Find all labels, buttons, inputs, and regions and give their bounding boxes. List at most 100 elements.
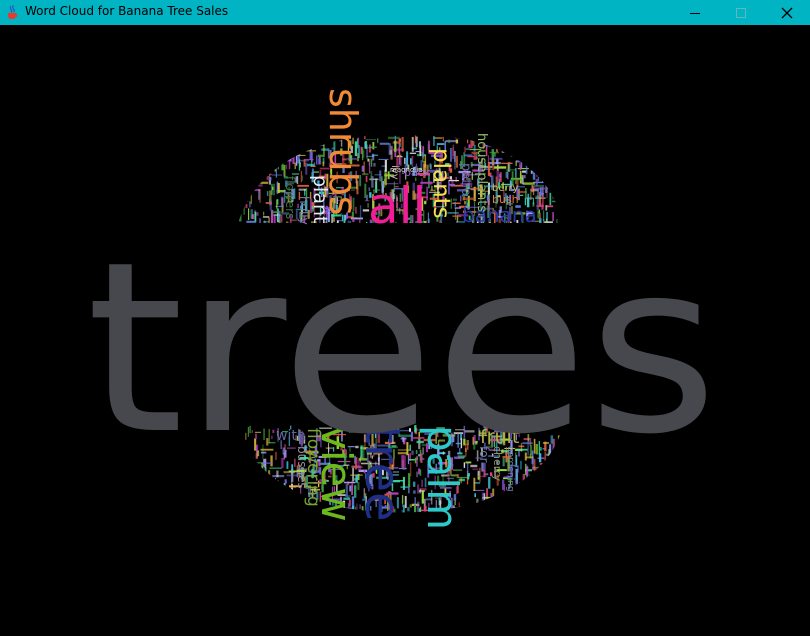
tiny-word-mark xyxy=(388,500,391,510)
tiny-word-mark xyxy=(380,507,388,509)
tiny-word-mark xyxy=(539,212,541,219)
tiny-word-mark xyxy=(491,433,493,442)
tiny-word-mark xyxy=(517,191,527,194)
tiny-word-mark xyxy=(504,213,506,223)
tiny-word-mark xyxy=(398,139,400,149)
tiny-word-mark xyxy=(473,153,476,160)
tiny-word-mark xyxy=(378,158,389,160)
tiny-word-mark xyxy=(533,197,534,205)
tiny-word-mark xyxy=(481,447,483,456)
tiny-word-mark xyxy=(434,475,436,489)
tiny-word-mark xyxy=(270,211,278,213)
tiny-word-mark xyxy=(532,468,540,470)
tiny-word-mark xyxy=(296,469,299,478)
tiny-word-mark xyxy=(269,177,272,181)
tiny-word-mark xyxy=(343,214,346,223)
tiny-word-mark xyxy=(467,183,470,190)
tiny-word-mark xyxy=(496,441,498,454)
tiny-word-mark xyxy=(357,473,360,480)
tiny-word-mark xyxy=(539,187,542,197)
tiny-word-mark xyxy=(523,473,525,482)
tiny-word-mark xyxy=(437,444,440,458)
tiny-word-mark xyxy=(506,141,508,146)
tiny-word-mark xyxy=(457,455,466,458)
tiny-word-mark xyxy=(343,191,346,199)
tiny-word-mark xyxy=(287,447,296,449)
tiny-word-mark xyxy=(511,178,523,181)
tiny-word-mark xyxy=(412,190,415,200)
word-berry: berry xyxy=(492,183,519,194)
tiny-word-mark xyxy=(388,446,398,449)
tiny-word-mark xyxy=(285,139,288,154)
tiny-word-mark xyxy=(306,475,308,489)
tiny-word-mark xyxy=(277,183,280,193)
tiny-word-mark xyxy=(365,496,367,509)
close-button[interactable] xyxy=(764,0,810,25)
tiny-word-mark xyxy=(393,148,404,151)
tiny-word-mark xyxy=(390,189,392,200)
tiny-word-mark xyxy=(421,457,425,460)
tiny-word-mark xyxy=(483,469,486,478)
word-view: view xyxy=(312,425,361,522)
tiny-word-mark xyxy=(538,191,541,207)
tiny-word-mark xyxy=(262,216,270,218)
tiny-word-mark xyxy=(262,144,265,148)
tiny-word-mark xyxy=(297,203,299,209)
tiny-word-mark xyxy=(376,468,378,474)
tiny-word-mark xyxy=(489,157,503,160)
tiny-word-mark xyxy=(288,436,290,446)
tiny-word-mark xyxy=(521,212,524,223)
tiny-word-mark xyxy=(417,153,426,157)
tiny-word-mark xyxy=(299,211,301,219)
tiny-word-mark xyxy=(320,495,326,498)
tiny-word-mark xyxy=(505,169,516,171)
tiny-word-mark xyxy=(462,197,476,200)
tiny-word-mark xyxy=(501,150,509,153)
tiny-word-mark xyxy=(343,453,347,467)
title-bar[interactable]: Word Cloud for Banana Tree Sales xyxy=(0,0,810,25)
tiny-word-mark xyxy=(348,499,351,507)
tiny-word-mark xyxy=(441,213,443,217)
tiny-word-mark xyxy=(397,452,407,455)
tiny-word-mark xyxy=(341,214,344,222)
tiny-word-mark xyxy=(524,175,526,179)
tiny-word-mark xyxy=(525,188,527,199)
tiny-word-mark xyxy=(295,176,298,183)
tiny-word-mark xyxy=(303,203,308,205)
tiny-word-mark xyxy=(405,201,407,208)
tiny-word-mark xyxy=(366,155,375,157)
tiny-word-mark xyxy=(352,197,355,212)
tiny-word-mark xyxy=(312,171,319,173)
tiny-word-mark xyxy=(456,215,459,222)
tiny-word-mark xyxy=(473,440,478,443)
tiny-word-mark xyxy=(535,499,537,510)
tiny-word-mark xyxy=(316,491,319,500)
maximize-button[interactable] xyxy=(718,0,764,25)
tiny-word-mark xyxy=(308,447,311,452)
tiny-word-mark xyxy=(241,147,244,154)
tiny-word-mark xyxy=(291,464,294,475)
minimize-button[interactable] xyxy=(672,0,718,25)
tiny-word-mark xyxy=(269,160,279,163)
tiny-word-mark xyxy=(373,189,381,191)
tiny-word-mark xyxy=(436,216,439,222)
tiny-word-mark xyxy=(511,171,514,186)
tiny-word-mark xyxy=(489,151,499,154)
tiny-word-mark xyxy=(265,138,279,142)
tiny-word-mark xyxy=(544,441,547,452)
tiny-word-mark xyxy=(519,496,521,505)
tiny-word-mark xyxy=(452,202,461,204)
tiny-word-mark xyxy=(326,173,329,189)
tiny-word-mark xyxy=(426,498,433,501)
tiny-word-mark xyxy=(369,146,377,148)
tiny-word-mark xyxy=(537,210,540,219)
tiny-word-mark xyxy=(526,466,529,476)
tiny-word-mark xyxy=(521,175,524,185)
tiny-word-mark xyxy=(428,432,431,444)
tiny-word-mark xyxy=(372,473,375,478)
tiny-word-mark xyxy=(518,429,520,438)
tiny-word-mark xyxy=(257,504,260,510)
tiny-word-mark xyxy=(318,480,320,488)
tiny-word-mark xyxy=(549,192,552,206)
tiny-word-mark xyxy=(483,473,489,476)
